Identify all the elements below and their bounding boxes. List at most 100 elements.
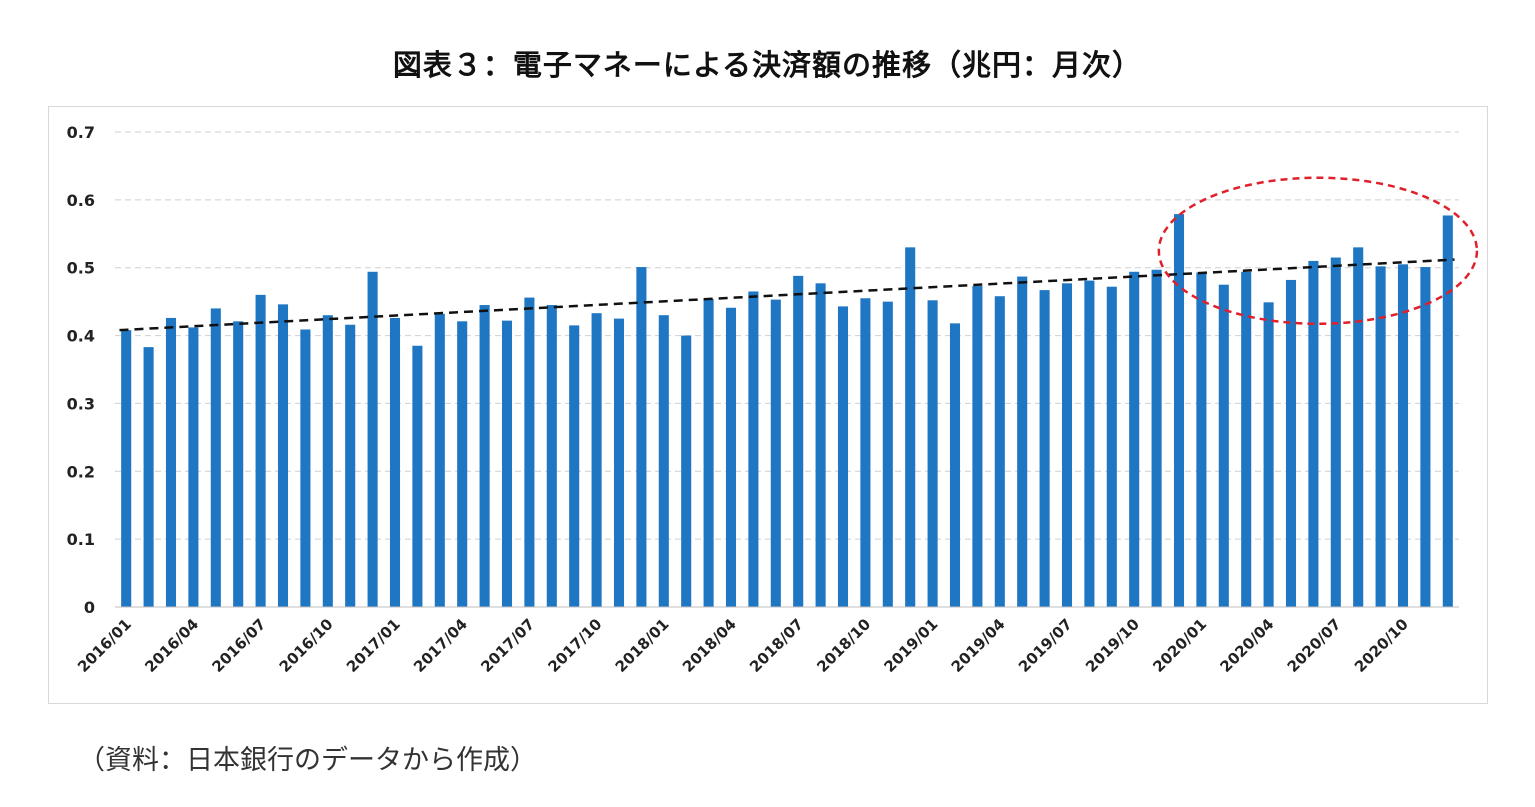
bar [1196, 272, 1207, 607]
y-tick-label: 0 [84, 598, 95, 617]
bar [1173, 214, 1185, 607]
bar [457, 321, 468, 607]
y-axis-ticks: 0 0.1 0.2 0.3 0.4 0.5 0.6 0.7 [67, 123, 95, 617]
x-tick-label: 2016/04 [141, 615, 202, 676]
bar [972, 286, 983, 607]
bar [1017, 276, 1028, 607]
bar [837, 306, 849, 607]
y-tick-label: 0.2 [67, 462, 95, 481]
bar [255, 294, 266, 607]
bar [927, 300, 938, 607]
source-note: （資料：日本銀行のデータから作成） [78, 745, 537, 776]
x-tick-label: 2020/01 [1149, 615, 1210, 676]
bar [165, 317, 177, 607]
x-tick-label: 2018/10 [813, 615, 874, 676]
x-tick-label: 2019/04 [948, 615, 1009, 676]
bar [524, 297, 535, 607]
bar [188, 327, 199, 607]
x-tick-label: 2017/10 [545, 615, 606, 676]
bar [815, 283, 826, 607]
trendline [119, 258, 1455, 332]
bar [322, 315, 333, 607]
bar [569, 325, 580, 607]
bar [143, 347, 154, 607]
bar [658, 315, 669, 607]
bar [905, 247, 916, 607]
bar [277, 304, 289, 607]
bar [1106, 286, 1117, 607]
bar [793, 275, 804, 607]
bar [1263, 302, 1274, 607]
y-tick-label: 0.3 [67, 394, 95, 413]
bar [121, 330, 132, 607]
bar [1084, 280, 1095, 607]
bar [434, 313, 445, 607]
bar [949, 323, 961, 607]
x-tick-label: 2020/07 [1284, 615, 1345, 676]
bar [1241, 271, 1252, 607]
highlight-annotation [1157, 176, 1479, 325]
bar [389, 317, 401, 607]
bar [1285, 279, 1297, 607]
bar [703, 298, 714, 607]
bar [613, 318, 625, 607]
x-tick-label: 2017/07 [477, 615, 538, 676]
x-tick-label: 2018/07 [746, 615, 807, 676]
highlight-ellipse [1157, 176, 1479, 325]
bar [1353, 247, 1364, 607]
bar [210, 308, 221, 607]
bar [725, 307, 737, 607]
bar [1442, 215, 1453, 607]
y-tick-label: 0.1 [67, 530, 95, 549]
bar [1375, 266, 1386, 607]
bar [479, 305, 490, 607]
x-tick-label: 2016/01 [74, 615, 135, 676]
bar [546, 305, 557, 607]
x-tick-label: 2018/04 [679, 615, 740, 676]
y-tick-label: 0.5 [67, 259, 95, 278]
bar [345, 324, 356, 607]
x-tick-label: 2019/07 [1015, 615, 1076, 676]
bar-chart: 00.10.20.30.40.50.60.7 2016/01 2016/04 201… [67, 123, 1479, 676]
gridlines [115, 131, 1459, 540]
bar [860, 298, 871, 607]
y-tick-label: 0.7 [67, 123, 95, 142]
bar [367, 271, 378, 607]
bars [121, 214, 1453, 607]
bar [1308, 260, 1319, 607]
bar [1218, 284, 1229, 607]
bar [412, 345, 423, 607]
x-tick-label: 2019/01 [881, 615, 942, 676]
bar [1061, 283, 1073, 607]
bar [300, 329, 311, 607]
x-tick-label: 2018/01 [612, 615, 673, 676]
bar [1129, 271, 1140, 607]
bar [636, 267, 647, 607]
bar [882, 301, 893, 607]
x-axis-ticks: 2016/01 2016/04 2016/07 2016/10 2017/01 2017/… [74, 615, 1412, 676]
bar [681, 335, 692, 607]
plot-area: 0 0.1 0.2 0.3 0.4 0.5 0.6 0.7 2016/01 2016/04 201… [48, 106, 1488, 704]
x-tick-label: 2020/04 [1217, 615, 1278, 676]
bar [501, 320, 513, 607]
chart-title: 図表３：電子マネーによる決済額の推移（兆円：月次） [392, 48, 1143, 82]
bar [1330, 257, 1341, 607]
bar [1420, 267, 1431, 607]
bar [1151, 269, 1162, 607]
bar [748, 291, 759, 607]
bar [591, 313, 602, 607]
x-tick-label: 2016/07 [209, 615, 270, 676]
bar [1397, 264, 1409, 607]
bar [1039, 290, 1050, 607]
bar [994, 296, 1005, 607]
x-tick-label: 2019/10 [1082, 615, 1143, 676]
x-tick-label: 2020/10 [1351, 615, 1412, 676]
x-tick-label: 2016/10 [276, 615, 337, 676]
x-tick-label: 2017/01 [343, 615, 404, 676]
bar [233, 321, 244, 607]
x-tick-label: 2017/04 [410, 615, 471, 676]
bar [770, 299, 781, 607]
y-tick-label: 0.6 [67, 191, 95, 210]
y-tick-label: 0.4 [67, 327, 95, 346]
trend-line [119, 258, 1455, 332]
